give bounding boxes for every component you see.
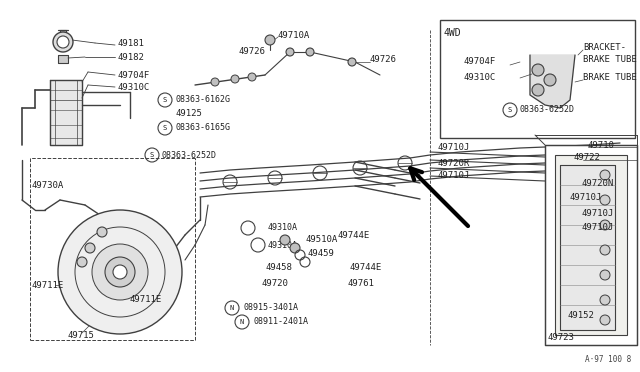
Text: A·97 100 8: A·97 100 8	[585, 356, 631, 365]
Text: 49182: 49182	[117, 52, 144, 61]
Text: 49710J: 49710J	[437, 144, 469, 153]
Text: 49310C: 49310C	[117, 83, 149, 92]
Text: 49715: 49715	[68, 330, 95, 340]
Text: 49181: 49181	[117, 38, 144, 48]
Text: 49710A: 49710A	[278, 31, 310, 39]
Text: 49704F: 49704F	[117, 71, 149, 80]
Circle shape	[600, 315, 610, 325]
Bar	[60, 30, 66, 42]
Text: 4WD: 4WD	[443, 28, 461, 38]
Text: S: S	[150, 152, 154, 158]
Text: BRAKE TUBE: BRAKE TUBE	[583, 55, 637, 64]
Circle shape	[113, 265, 127, 279]
Text: 49726: 49726	[370, 55, 397, 64]
Polygon shape	[560, 165, 615, 330]
Text: 49704F: 49704F	[463, 58, 495, 67]
Text: 49710J: 49710J	[437, 170, 469, 180]
Circle shape	[544, 74, 556, 86]
Circle shape	[600, 195, 610, 205]
Text: 49310C: 49310C	[463, 74, 495, 83]
Text: 49125: 49125	[175, 109, 202, 118]
Circle shape	[58, 210, 182, 334]
Text: 49459: 49459	[308, 248, 335, 257]
Circle shape	[306, 48, 314, 56]
Text: 49710: 49710	[588, 141, 615, 150]
Circle shape	[231, 75, 239, 83]
Text: 49730A: 49730A	[32, 180, 64, 189]
Text: 49710J: 49710J	[569, 193, 601, 202]
Bar	[555, 155, 627, 335]
Circle shape	[265, 35, 275, 45]
Polygon shape	[50, 80, 82, 145]
Text: 49152: 49152	[568, 311, 595, 320]
Circle shape	[211, 78, 219, 86]
Circle shape	[280, 235, 290, 245]
Circle shape	[286, 48, 294, 56]
Text: N: N	[230, 305, 234, 311]
Circle shape	[97, 227, 107, 237]
Text: 49720R: 49720R	[437, 158, 469, 167]
Text: 49458: 49458	[265, 263, 292, 273]
Bar	[545, 145, 637, 345]
Text: 49310A: 49310A	[268, 224, 298, 232]
Text: 49720N: 49720N	[582, 179, 614, 187]
Text: 49710J: 49710J	[582, 208, 614, 218]
Text: 49761: 49761	[348, 279, 375, 288]
Text: 49726: 49726	[238, 48, 265, 57]
Circle shape	[248, 73, 256, 81]
Text: 08915-3401A: 08915-3401A	[243, 304, 298, 312]
Text: 49723: 49723	[548, 334, 575, 343]
Circle shape	[77, 257, 87, 267]
Text: 49510A: 49510A	[305, 235, 337, 244]
Circle shape	[105, 257, 135, 287]
Text: S: S	[508, 107, 512, 113]
Circle shape	[600, 220, 610, 230]
Circle shape	[532, 64, 544, 76]
Circle shape	[85, 243, 95, 253]
Text: S: S	[163, 125, 167, 131]
Bar	[58, 55, 68, 63]
Circle shape	[57, 36, 69, 48]
Circle shape	[348, 58, 356, 66]
Circle shape	[600, 295, 610, 305]
Circle shape	[290, 243, 300, 253]
Text: BRACKET-: BRACKET-	[583, 44, 626, 52]
Text: 49710J: 49710J	[582, 224, 614, 232]
Circle shape	[532, 84, 544, 96]
Bar	[440, 20, 635, 138]
Text: 49711E: 49711E	[130, 295, 163, 305]
Text: 08911-2401A: 08911-2401A	[253, 317, 308, 327]
Text: 49720: 49720	[262, 279, 289, 288]
Text: 08363-6252D: 08363-6252D	[520, 106, 575, 115]
Text: 49711E: 49711E	[32, 280, 64, 289]
Circle shape	[600, 170, 610, 180]
Circle shape	[600, 245, 610, 255]
Text: 08363-6162G: 08363-6162G	[175, 96, 230, 105]
Text: BRAKE TUBE: BRAKE TUBE	[583, 74, 637, 83]
Text: S: S	[163, 97, 167, 103]
Text: 49722: 49722	[573, 154, 600, 163]
Text: 08363-6252D: 08363-6252D	[162, 151, 217, 160]
Circle shape	[92, 244, 148, 300]
Circle shape	[53, 32, 73, 52]
Circle shape	[600, 270, 610, 280]
Text: 49744E: 49744E	[350, 263, 382, 273]
Text: 49744E: 49744E	[338, 231, 371, 240]
Polygon shape	[530, 55, 575, 108]
Text: 08363-6165G: 08363-6165G	[175, 124, 230, 132]
Text: N: N	[240, 319, 244, 325]
Text: 49310A: 49310A	[268, 241, 298, 250]
